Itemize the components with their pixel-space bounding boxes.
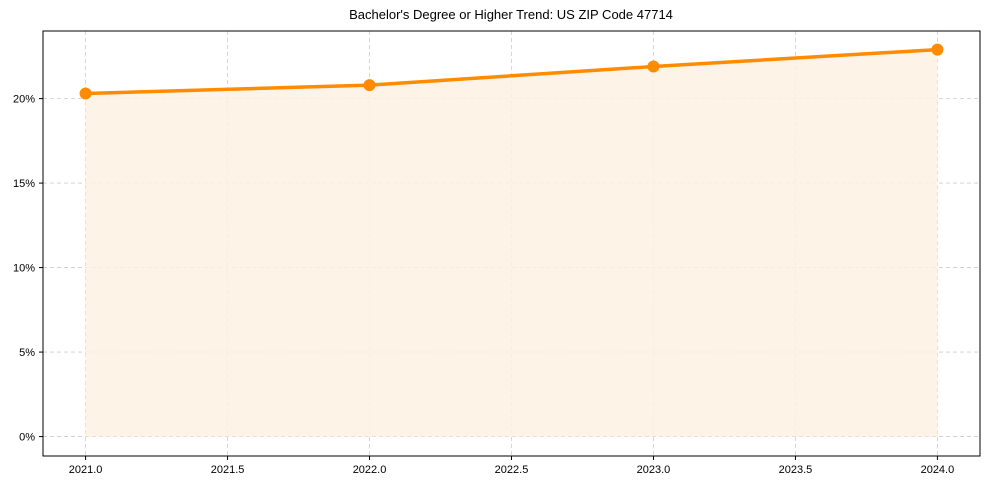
y-tick-label: 5% <box>19 347 35 359</box>
data-points <box>79 43 944 100</box>
data-point-marker <box>79 87 92 100</box>
y-axis: 0% 5% 10% 15% 20% <box>13 94 43 444</box>
data-point-marker <box>931 43 944 56</box>
y-tick-label: 20% <box>13 94 35 106</box>
y-tick-label: 15% <box>13 178 35 190</box>
x-tick-label: 2022.5 <box>495 464 529 476</box>
trend-line <box>83 47 940 96</box>
x-tick-label: 2022.0 <box>353 464 387 476</box>
x-tick-label: 2023.0 <box>637 464 671 476</box>
data-point-marker <box>647 60 660 73</box>
chart-title: Bachelor's Degree or Higher Trend: US ZI… <box>349 7 673 22</box>
data-point-marker <box>363 79 376 92</box>
x-axis: 2021.0 2021.5 2022.0 2022.5 2023.0 2023.5 2024… <box>69 456 954 476</box>
x-tick-label: 2023.5 <box>779 464 813 476</box>
x-tick-label: 2021.0 <box>69 464 103 476</box>
area-fill <box>85 49 938 437</box>
y-tick-label: 0% <box>19 432 35 444</box>
x-tick-label: 2021.5 <box>211 464 245 476</box>
y-tick-label: 10% <box>13 263 35 275</box>
x-tick-label: 2024.0 <box>921 464 955 476</box>
